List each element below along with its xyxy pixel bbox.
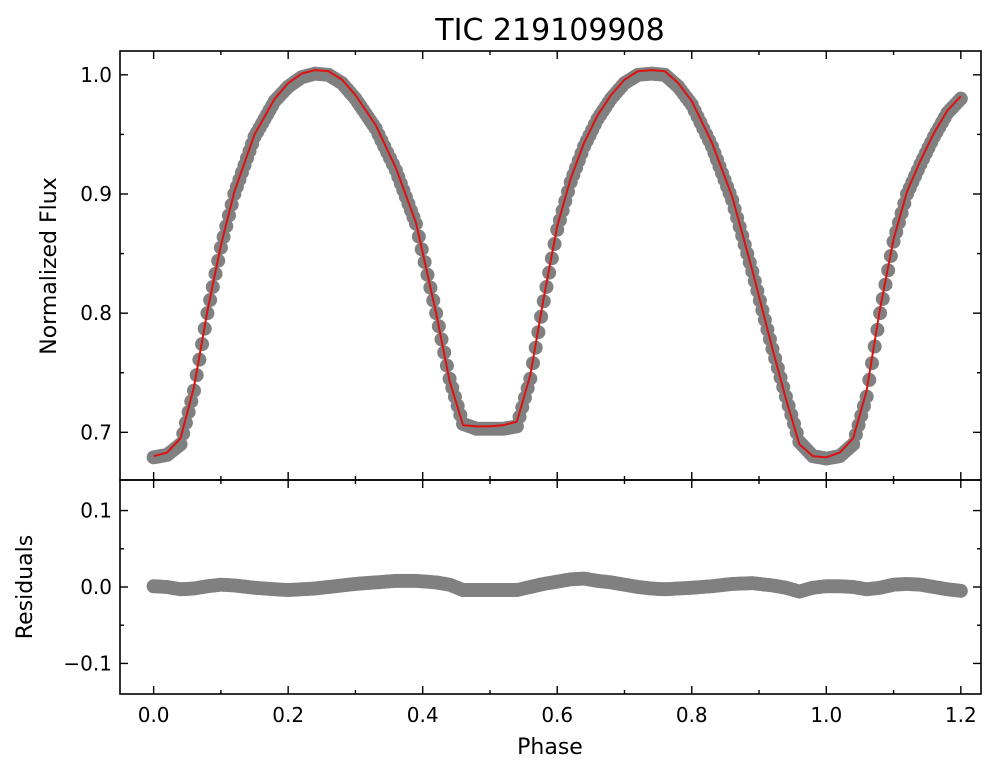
main-y-tick-label: 0.9 [80, 182, 112, 206]
main-y-tick-label: 0.7 [80, 420, 112, 444]
main-y-axis-label: Normalized Flux [37, 177, 62, 354]
main-data-point-14 [184, 394, 199, 409]
residuals-series-layer [146, 571, 968, 599]
residuals-y-tick-label: 0.1 [80, 499, 112, 523]
residuals-x-tick-label: 1.2 [945, 703, 977, 727]
residuals-panel: 0.0 0.2 0.4 0.6 0.8 1.0 1.2 −0.1 0.0 0.1 Residual… [13, 479, 982, 760]
residuals-y-tick-label: 0.0 [80, 575, 112, 599]
main-data-point-302 [953, 91, 968, 106]
residuals-x-tick-label: 0.8 [676, 703, 708, 727]
chart-title: TIC 219109908 [434, 13, 664, 48]
main-model-line [153, 69, 962, 459]
main-data-point-13 [181, 405, 196, 420]
main-data-point-12 [178, 415, 193, 430]
residuals-y-axis-label: Residuals [13, 535, 38, 639]
main-series-layer [146, 66, 968, 466]
residuals-x-tick-label: 1.0 [810, 703, 842, 727]
main-y-tick-label: 1.0 [80, 63, 112, 87]
residuals-y-tick-label: −0.1 [63, 651, 112, 675]
main-y-tick-label: 0.8 [80, 301, 112, 325]
residuals-tick-layer: 0.0 0.2 0.4 0.6 0.8 1.0 1.2 −0.1 0.0 0.1 [63, 480, 981, 727]
residuals-x-tick-label: 0.6 [541, 703, 573, 727]
main-panel: 0.7 0.8 0.9 1.0 Normalized Flux [37, 50, 982, 481]
residuals-plot-frame [119, 479, 982, 695]
x-axis-label: Phase [517, 735, 583, 760]
residuals-x-tick-label: 0.0 [138, 703, 170, 727]
main-data-point-11 [176, 426, 191, 441]
main-tick-layer: 0.7 0.8 0.9 1.0 [80, 51, 981, 480]
residuals-x-tick-label: 0.4 [407, 703, 439, 727]
residuals-x-tick-label: 0.2 [272, 703, 304, 727]
residuals-data-point-302 [953, 583, 968, 598]
